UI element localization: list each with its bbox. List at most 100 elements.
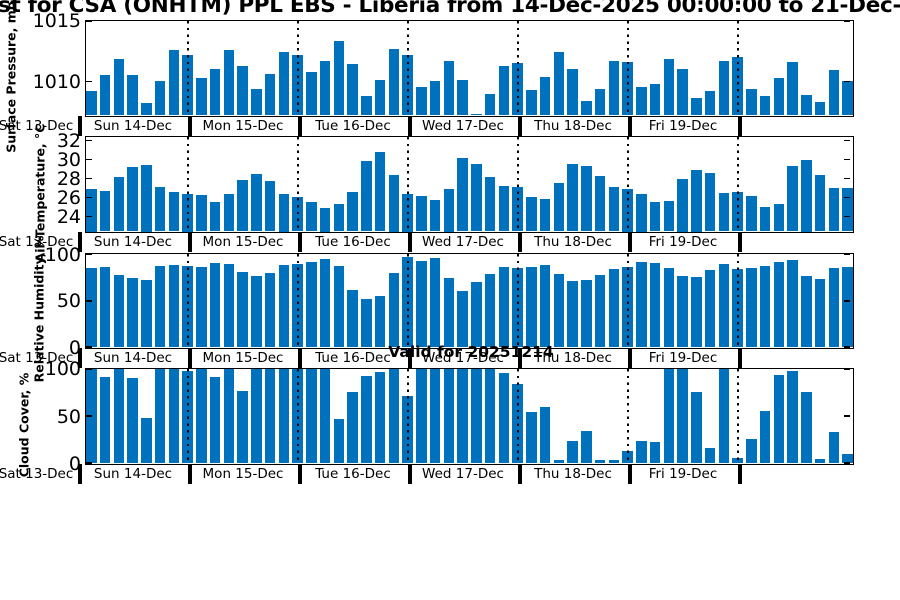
bar-relative-humidity-28 [471, 282, 482, 348]
bar-cloud-cover-26 [443, 368, 454, 464]
day-separator-line [296, 20, 299, 116]
bar-air-temperature-c-22 [388, 174, 399, 232]
day-boundary-tick [78, 464, 82, 484]
bar-cloud-cover-12 [251, 368, 262, 464]
bar-cloud-cover-42 [663, 368, 674, 464]
bar-cloud-cover-53 [814, 458, 826, 464]
bar-surface-pressure-mb-52 [801, 94, 812, 116]
day-label: Tue 16-Dec [315, 466, 391, 482]
bar-cloud-cover-36 [581, 431, 592, 464]
bar-relative-humidity-27 [457, 290, 468, 348]
y-tick-label: 50 [56, 290, 81, 313]
bar-cloud-cover-4 [141, 418, 152, 464]
bar-cloud-cover-2 [113, 368, 124, 464]
bar-cloud-cover-8 [196, 368, 207, 464]
bar-cloud-cover-3 [127, 378, 138, 464]
day-boundary-tick [298, 348, 302, 368]
bar-surface-pressure-mb-3 [127, 75, 138, 116]
bar-relative-humidity-38 [608, 269, 619, 348]
y-tick-label: 100 [44, 243, 81, 266]
bar-surface-pressure-mb-21 [374, 80, 386, 116]
day-label-row: Sun 14-Dec Mon 15-Dec Tue 16-Dec Wed 17-Dec… [78, 348, 853, 369]
bar-surface-pressure-mb-49 [759, 96, 771, 116]
bar-relative-humidity-54 [828, 268, 839, 348]
y-tick-label: 24 [56, 205, 81, 228]
bar-surface-pressure-mb-0 [86, 91, 97, 116]
day-label [742, 464, 844, 485]
bar-surface-pressure-mb-42 [663, 59, 674, 116]
bar-cloud-cover-33 [539, 406, 551, 464]
day-separator-line [516, 20, 519, 116]
bar-air-temperature-c-17 [319, 207, 331, 232]
bar-cloud-cover-22 [388, 368, 399, 464]
bar-air-temperature-c-0 [86, 188, 97, 232]
bar-air-temperature-c-9 [209, 202, 221, 232]
day-separator-line [626, 20, 629, 116]
bar-air-temperature-c-10 [223, 194, 234, 232]
bar-air-temperature-c-25 [429, 200, 441, 232]
bar-air-temperature-c-34 [553, 183, 564, 232]
y-tick-label: 1015 [32, 10, 81, 32]
bar-relative-humidity-29 [484, 273, 496, 348]
bar-air-temperature-c-55 [842, 187, 853, 232]
bar-relative-humidity-43 [677, 275, 688, 348]
bar-cloud-cover-18 [333, 419, 344, 464]
bar-relative-humidity-55 [842, 266, 853, 348]
bar-surface-pressure-mb-48 [746, 88, 757, 116]
bar-air-temperature-c-37 [594, 176, 606, 232]
bar-surface-pressure-mb-45 [704, 91, 716, 116]
day-boundary-tick [628, 348, 632, 368]
bar-relative-humidity-26 [443, 277, 454, 348]
panel-surface-pressure-mb [84, 19, 854, 117]
bar-cloud-cover-41 [649, 441, 661, 464]
left-tick-mark [85, 215, 92, 218]
bar-surface-pressure-mb-2 [113, 59, 124, 116]
bar-surface-pressure-mb-43 [677, 69, 688, 116]
day-label: Wed 17-Dec [422, 234, 504, 250]
bar-surface-pressure-mb-4 [141, 103, 152, 116]
day-separator-line [406, 368, 409, 464]
bar-air-temperature-c-38 [608, 186, 619, 232]
bar-air-temperature-c-52 [801, 160, 812, 232]
bar-surface-pressure-mb-50 [773, 77, 784, 116]
bar-cloud-cover-9 [209, 376, 221, 464]
bar-surface-pressure-mb-37 [594, 88, 606, 116]
panel-air-temperature-c [84, 135, 854, 233]
y-tick-label: 0 [68, 337, 81, 359]
day-separator-line [186, 136, 189, 232]
left-tick-mark [85, 196, 92, 199]
y-tick-label: 50 [56, 405, 81, 428]
day-label: Mon 15-Dec [202, 118, 284, 134]
bar-relative-humidity-21 [374, 296, 386, 348]
bar-surface-pressure-mb-44 [691, 98, 702, 116]
day-label: Fri 19-Dec [648, 118, 718, 134]
day-separator-line [516, 253, 519, 348]
bar-cloud-cover-25 [429, 368, 441, 464]
bar-relative-humidity-24 [416, 260, 427, 348]
day-boundary-tick [298, 116, 302, 136]
bar-relative-humidity-9 [209, 262, 221, 348]
day-separator-line [736, 253, 739, 348]
day-label: Thu 18-Dec [534, 234, 612, 250]
bar-cloud-cover-49 [759, 410, 771, 464]
bar-relative-humidity-48 [746, 268, 757, 348]
y-tick-label: 28 [56, 167, 81, 190]
bar-surface-pressure-mb-55 [842, 81, 853, 116]
right-tick-mark [843, 196, 850, 199]
day-label: Sun 14-Dec [93, 466, 173, 482]
bar-surface-pressure-mb-5 [154, 81, 166, 116]
bar-relative-humidity-2 [113, 274, 124, 348]
day-separator-line [296, 136, 299, 232]
bar-relative-humidity-16 [306, 261, 317, 348]
day-label: Fri 19-Dec [648, 466, 718, 482]
bar-surface-pressure-mb-35 [567, 69, 578, 116]
bar-air-temperature-c-33 [539, 199, 551, 232]
bar-surface-pressure-mb-13 [264, 74, 276, 116]
bar-relative-humidity-42 [663, 268, 674, 348]
bar-surface-pressure-mb-20 [361, 96, 372, 116]
left-tick-mark [85, 158, 92, 161]
bar-air-temperature-c-28 [471, 164, 482, 232]
bar-air-temperature-c-36 [581, 165, 592, 232]
bar-air-temperature-c-20 [361, 161, 372, 232]
day-separator-line [626, 368, 629, 464]
